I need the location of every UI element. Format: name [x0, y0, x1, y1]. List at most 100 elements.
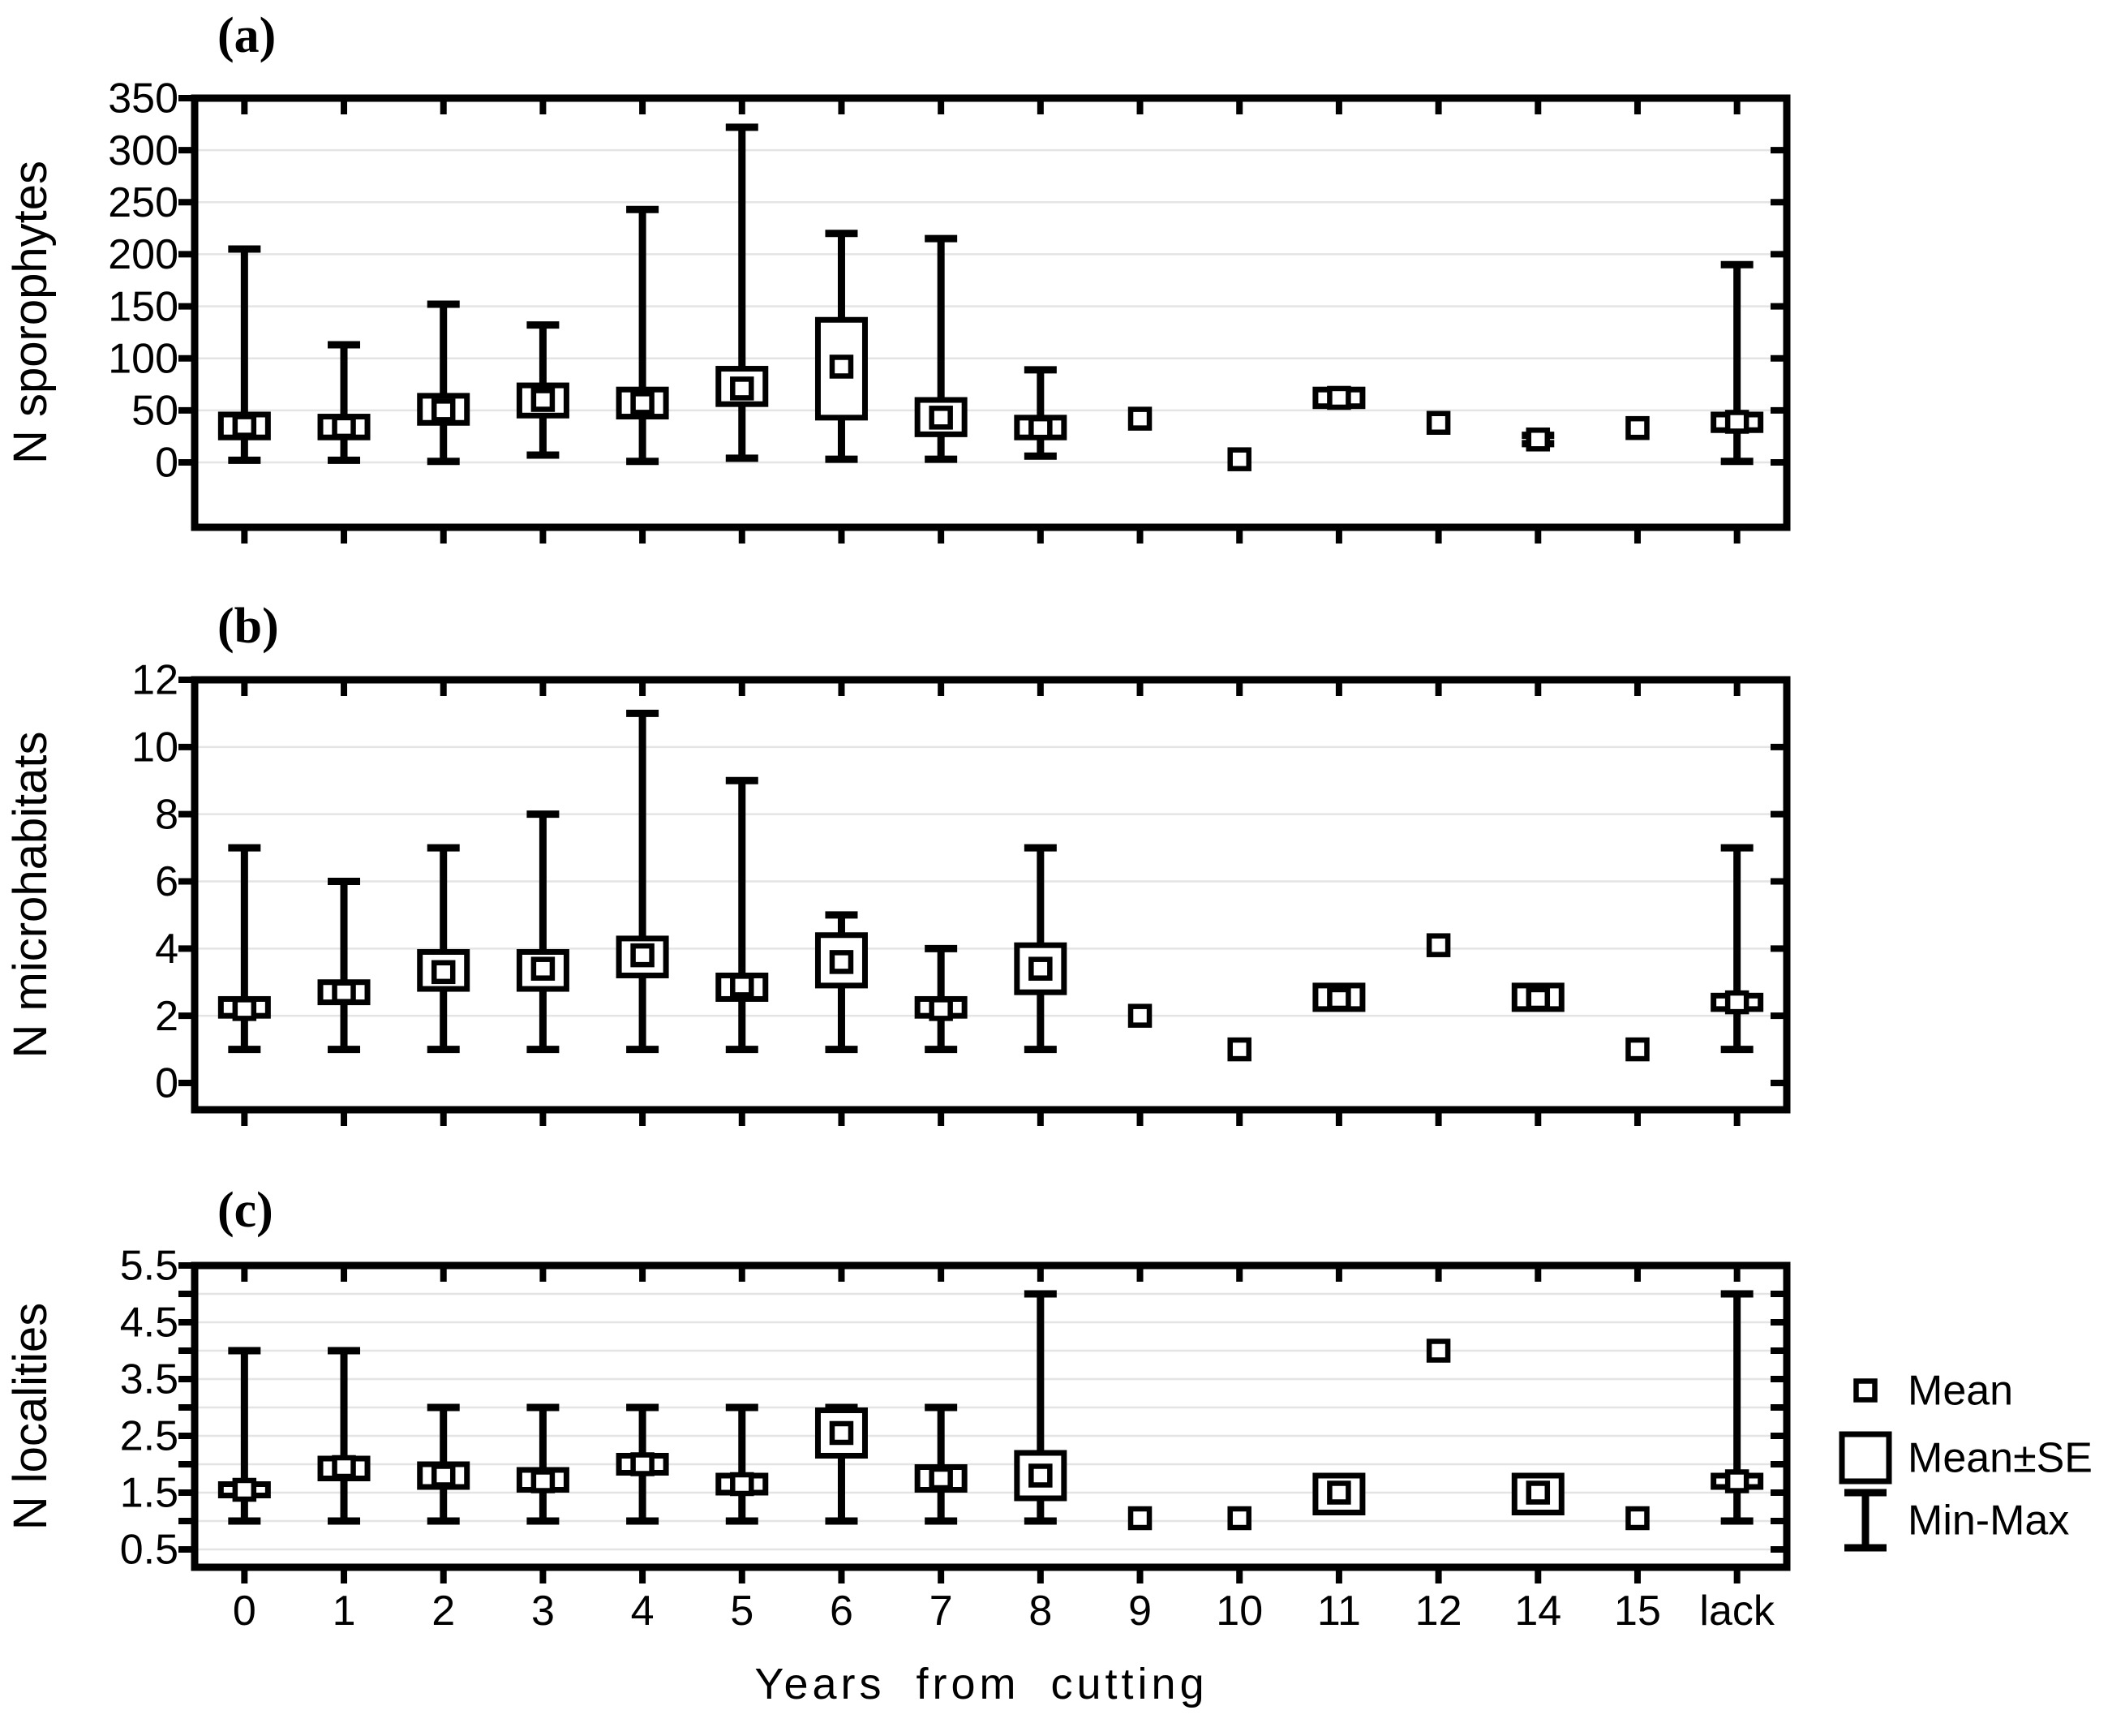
mean-marker [1028, 956, 1053, 981]
mean-marker [929, 997, 953, 1021]
x-tick-label: 14 [1514, 1588, 1561, 1635]
mean-marker [1526, 1480, 1551, 1505]
panel-letter: (b) [217, 599, 279, 654]
y-tick-label: 12 [131, 657, 178, 704]
mean-marker [232, 1477, 257, 1502]
mean-marker [1625, 1037, 1650, 1062]
legend-mean-se-box-icon [1839, 1431, 1892, 1485]
mean-marker [1625, 415, 1650, 440]
y-tick-label: 300 [108, 127, 178, 174]
y-tick-label: 4.5 [120, 1300, 178, 1347]
mean-marker [1227, 1037, 1251, 1062]
mean-marker [929, 406, 953, 430]
mean-marker [332, 415, 356, 440]
box-column [516, 1403, 569, 1525]
panel-letter: (a) [217, 8, 276, 63]
y-tick-label: 0 [155, 440, 178, 487]
box-column [217, 1347, 271, 1525]
mean-marker [332, 980, 356, 1004]
y-tick-label: 1.5 [120, 1470, 178, 1517]
mean-marker [332, 1455, 356, 1480]
legend-label: Min-Max [1908, 1498, 2069, 1545]
x-tick-label: 7 [929, 1588, 953, 1635]
legend-mean-square-icon [1853, 1378, 1878, 1403]
mean-marker [1127, 1506, 1153, 1531]
y-tick-label: 2.5 [120, 1413, 178, 1460]
y-tick-label: 0 [155, 1060, 178, 1107]
y-tick-label: 100 [108, 335, 178, 382]
panel-border [191, 94, 1791, 531]
box-column [516, 810, 569, 1054]
x-tick-label: 9 [1128, 1588, 1152, 1635]
box-column [1312, 982, 1366, 1012]
x-tick-label: 5 [730, 1588, 753, 1635]
box-column [616, 205, 669, 466]
mean-marker [1028, 1463, 1053, 1488]
y-tick-label: 2 [155, 993, 178, 1040]
box-column [715, 123, 769, 462]
box-column [1625, 1506, 1650, 1531]
y-axis-title: N sporophytes [4, 161, 57, 464]
mean-marker [1227, 447, 1251, 471]
mean-marker [431, 1463, 456, 1488]
panel-c: 0.5 1.5 2.5 3.5 4.5 5.5 (c) N localities [4, 1183, 1791, 1583]
box-column [1227, 1037, 1251, 1062]
x-tick-label: lack [1699, 1588, 1775, 1635]
y-tick-label: 350 [108, 75, 178, 122]
box-column [814, 911, 868, 1054]
mean-marker [630, 1452, 655, 1476]
box-column [1014, 1290, 1067, 1525]
x-tick-label: 10 [1216, 1588, 1263, 1635]
box-column [1522, 428, 1555, 452]
mean-marker [530, 956, 556, 981]
panel-a: 0 50 100 150 200 250 300 350 (a) N sporophytes [4, 8, 1791, 544]
x-tick-label: 6 [830, 1588, 853, 1635]
box-column [417, 1403, 470, 1525]
box-column [1426, 410, 1451, 436]
plot-area [195, 1265, 1787, 1567]
plot-area [195, 98, 1787, 527]
box-column [1127, 1506, 1153, 1531]
y-axis-title: N localities [4, 1303, 57, 1530]
x-tick-label: 1 [333, 1588, 356, 1635]
box-column [616, 1403, 669, 1525]
box-column [1227, 447, 1251, 471]
y-tick-label: 6 [155, 858, 178, 905]
mean-marker [1426, 410, 1451, 436]
box-column [715, 1403, 769, 1525]
x-tick-label: 2 [431, 1588, 455, 1635]
mean-marker [829, 950, 854, 974]
mean-marker [232, 997, 257, 1021]
box-column [317, 341, 371, 464]
mean-marker [1127, 406, 1153, 431]
mean-marker [1327, 1480, 1351, 1505]
box-column [417, 844, 470, 1054]
x-axis-title: Years from cutting [754, 1660, 1208, 1708]
y-tick-label: 10 [131, 724, 178, 771]
mean-marker [829, 1420, 854, 1446]
box-column [1227, 1506, 1251, 1531]
mean-marker [530, 388, 556, 412]
y-tick-label: 0.5 [120, 1527, 178, 1574]
mean-marker [1028, 415, 1053, 440]
mean-marker [730, 1472, 754, 1497]
mean-marker [1526, 986, 1551, 1012]
legend-label: Mean [1908, 1368, 2013, 1415]
box-column [1426, 1339, 1451, 1363]
box-column [417, 300, 470, 466]
box-column [217, 844, 271, 1054]
mean-marker [1724, 1469, 1749, 1493]
x-tick-label: 8 [1028, 1588, 1052, 1635]
mean-marker [1426, 933, 1451, 957]
mean-marker [1526, 428, 1551, 452]
panel-letter: (c) [217, 1183, 273, 1238]
mean-marker [431, 398, 456, 423]
box-column [1511, 982, 1565, 1012]
box-column [516, 321, 569, 459]
box-column [1711, 1290, 1764, 1525]
box-column [715, 776, 769, 1054]
mean-marker [630, 943, 655, 968]
box-column [1014, 366, 1067, 460]
